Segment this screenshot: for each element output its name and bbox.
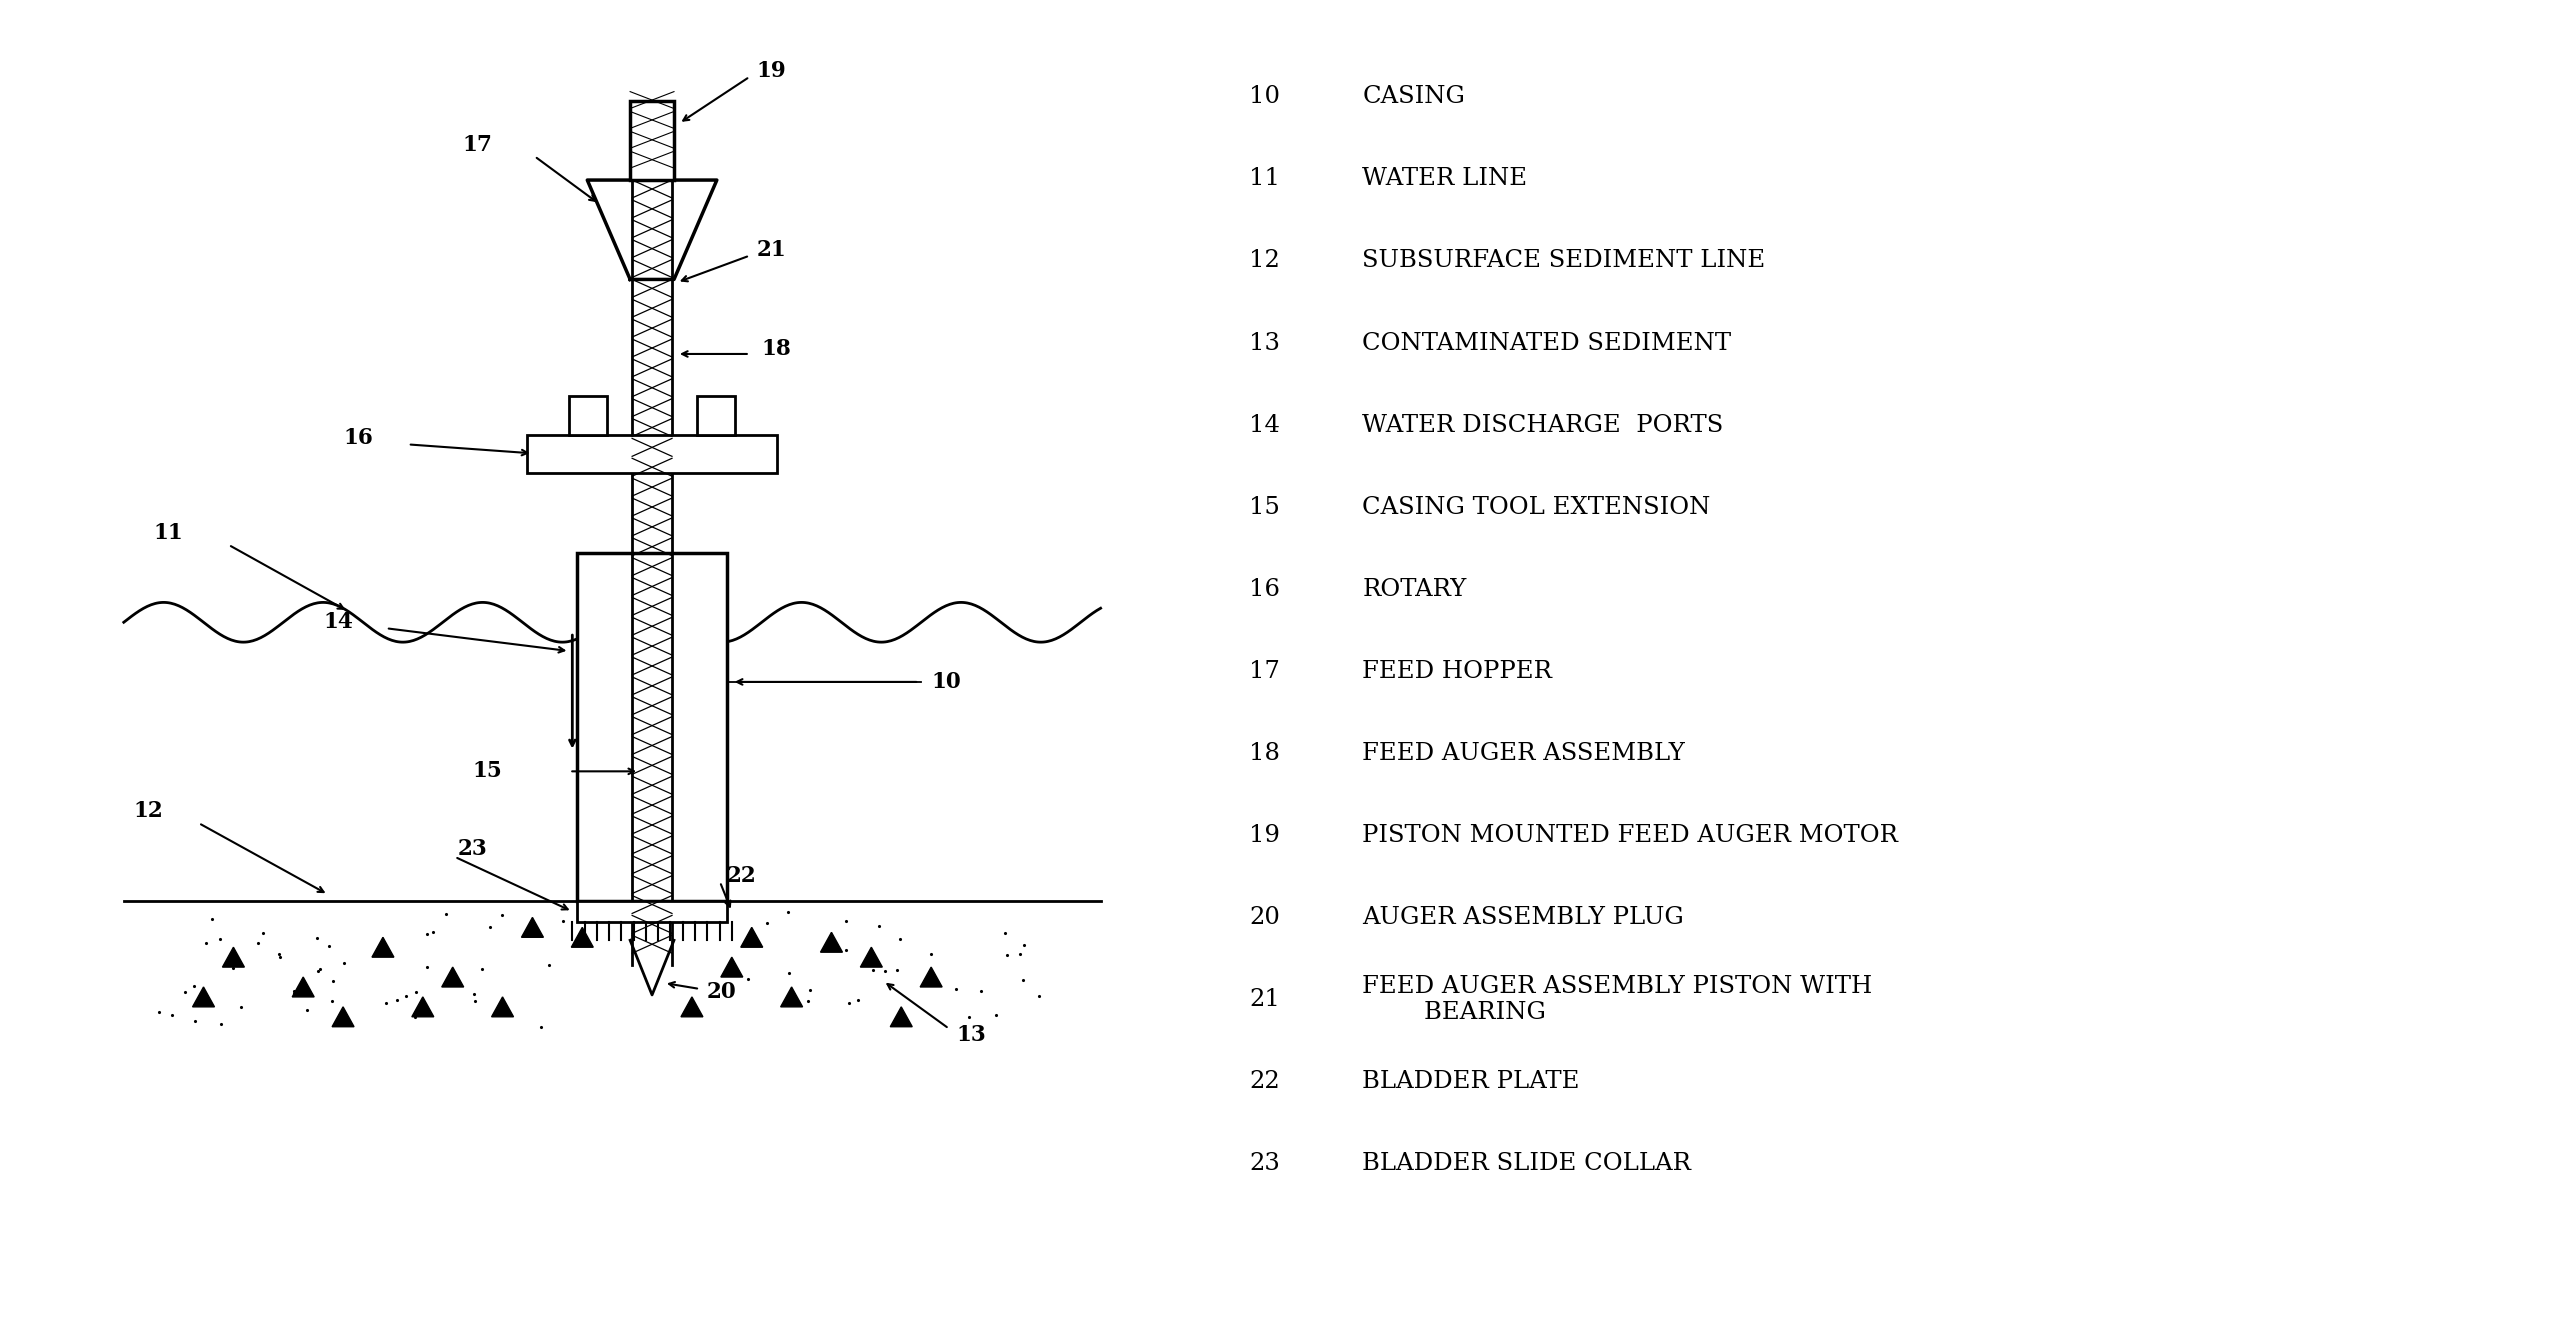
Polygon shape (520, 918, 544, 938)
Text: 12: 12 (134, 801, 162, 822)
Text: WATER DISCHARGE  PORTS: WATER DISCHARGE PORTS (1363, 414, 1723, 437)
Text: 19: 19 (1249, 825, 1280, 847)
Polygon shape (291, 978, 314, 996)
Text: 22: 22 (1249, 1070, 1280, 1094)
Text: 23: 23 (1249, 1152, 1280, 1175)
Text: 18: 18 (762, 338, 791, 360)
Text: 12: 12 (1249, 249, 1280, 273)
Text: 11: 11 (1249, 168, 1280, 190)
Text: 15: 15 (474, 761, 502, 782)
Polygon shape (572, 927, 592, 947)
Text: FEED AUGER ASSEMBLY: FEED AUGER ASSEMBLY (1363, 742, 1685, 765)
Polygon shape (371, 938, 394, 958)
Bar (631, 100, 675, 180)
Text: 21: 21 (1249, 988, 1280, 1011)
Text: ROTARY: ROTARY (1363, 578, 1466, 601)
Text: 15: 15 (1249, 496, 1280, 518)
Text: 19: 19 (757, 60, 786, 81)
Polygon shape (721, 958, 742, 978)
Polygon shape (332, 1007, 353, 1027)
Polygon shape (822, 932, 842, 952)
Text: 10: 10 (1249, 85, 1280, 108)
Text: 17: 17 (464, 135, 492, 156)
Text: FEED AUGER ASSEMBLY PISTON WITH
        BEARING: FEED AUGER ASSEMBLY PISTON WITH BEARING (1363, 975, 1873, 1024)
Text: FEED HOPPER: FEED HOPPER (1363, 659, 1553, 683)
Text: CASING TOOL EXTENSION: CASING TOOL EXTENSION (1363, 496, 1710, 518)
Text: 11: 11 (155, 522, 183, 543)
Text: 21: 21 (757, 238, 786, 261)
Polygon shape (193, 987, 214, 1007)
Text: 13: 13 (1249, 332, 1280, 354)
Text: 17: 17 (1249, 659, 1280, 683)
Text: 20: 20 (706, 980, 737, 1003)
Polygon shape (440, 967, 464, 987)
Text: PISTON MOUNTED FEED AUGER MOTOR: PISTON MOUNTED FEED AUGER MOTOR (1363, 825, 1899, 847)
Text: 10: 10 (930, 671, 961, 693)
Text: CASING: CASING (1363, 85, 1466, 108)
Polygon shape (891, 1007, 912, 1027)
Text: 23: 23 (459, 838, 487, 860)
Polygon shape (860, 947, 884, 967)
Bar (577, 553, 726, 900)
Text: 14: 14 (322, 611, 353, 633)
Text: 20: 20 (1249, 906, 1280, 928)
Polygon shape (742, 927, 762, 947)
Text: 16: 16 (1249, 578, 1280, 601)
Polygon shape (222, 947, 245, 967)
Text: 22: 22 (726, 864, 757, 887)
Polygon shape (680, 996, 703, 1016)
Polygon shape (781, 987, 804, 1007)
Bar (528, 436, 775, 473)
Polygon shape (920, 967, 943, 987)
Text: CONTAMINATED SEDIMENT: CONTAMINATED SEDIMENT (1363, 332, 1731, 354)
Text: 18: 18 (1249, 742, 1280, 765)
Text: AUGER ASSEMBLY PLUG: AUGER ASSEMBLY PLUG (1363, 906, 1685, 928)
Text: 16: 16 (343, 428, 374, 449)
Text: WATER LINE: WATER LINE (1363, 168, 1528, 190)
Polygon shape (412, 996, 433, 1016)
Bar (698, 396, 734, 436)
Bar (577, 900, 726, 922)
Text: BLADDER PLATE: BLADDER PLATE (1363, 1070, 1579, 1094)
Text: 13: 13 (956, 1024, 987, 1046)
Text: BLADDER SLIDE COLLAR: BLADDER SLIDE COLLAR (1363, 1152, 1692, 1175)
Bar (569, 396, 608, 436)
Text: SUBSURFACE SEDIMENT LINE: SUBSURFACE SEDIMENT LINE (1363, 249, 1765, 273)
Polygon shape (492, 996, 513, 1016)
Text: 14: 14 (1249, 414, 1280, 437)
